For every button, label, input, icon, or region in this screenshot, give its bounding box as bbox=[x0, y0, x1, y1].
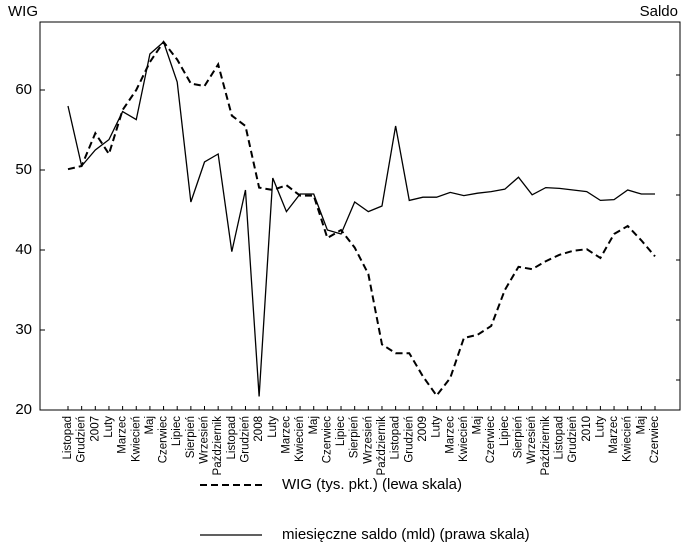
x-tick-label: Listopad bbox=[226, 416, 238, 459]
y-tick-label: 40 bbox=[15, 241, 32, 258]
legend-label: miesięczne saldo (mld) (prawa skala) bbox=[282, 526, 530, 543]
x-tick-label: Październik bbox=[212, 416, 224, 476]
x-tick-label: Maj bbox=[472, 416, 484, 435]
x-tick-label: Maj bbox=[635, 416, 647, 435]
x-tick-label: Luty bbox=[594, 416, 606, 438]
x-tick-label: Listopad bbox=[62, 416, 74, 459]
x-tick-label: Maj bbox=[144, 416, 156, 435]
x-tick-label: Sierpień bbox=[185, 416, 197, 458]
x-tick-label: Maj bbox=[308, 416, 320, 435]
x-tick-label: Kwiecień bbox=[622, 416, 634, 462]
y-tick-label: 20 bbox=[15, 401, 32, 418]
x-tick-label: 2009 bbox=[417, 416, 429, 442]
legend-label: WIG (tys. pkt.) (lewa skala) bbox=[282, 476, 462, 493]
right-axis-ticks bbox=[676, 74, 680, 381]
y-axis-label: WIG bbox=[8, 3, 38, 20]
y2-axis-label: Saldo bbox=[640, 3, 678, 20]
x-tick-label: Wrzesień bbox=[362, 416, 374, 464]
x-tick-label: Wrzesień bbox=[526, 416, 538, 464]
x-tick-label: Grudzień bbox=[76, 416, 88, 463]
y-tick-label: 30 bbox=[15, 321, 32, 338]
x-tick-label: Marzec bbox=[280, 416, 292, 454]
x-tick-label: Luty bbox=[431, 416, 443, 438]
x-tick-label: Październik bbox=[540, 416, 552, 476]
x-tick-label: Lipiec bbox=[171, 416, 183, 446]
series-line bbox=[67, 40, 656, 398]
x-tick-label: Czerwiec bbox=[649, 416, 661, 464]
x-tick-label: 2008 bbox=[253, 416, 265, 442]
x-tick-label: Lipiec bbox=[499, 416, 511, 446]
x-tick-label: 2010 bbox=[581, 416, 593, 442]
x-tick-label: Marzec bbox=[608, 416, 620, 454]
y-tick-label: 60 bbox=[15, 81, 32, 98]
x-tick-label: Październik bbox=[376, 416, 388, 476]
x-tick-label: Luty bbox=[267, 416, 279, 438]
x-tick-label: Listopad bbox=[390, 416, 402, 459]
x-tick-label: 2007 bbox=[89, 416, 101, 442]
x-tick-label: Marzec bbox=[444, 416, 456, 454]
x-tick-label: Sierpień bbox=[349, 416, 361, 458]
x-tick-label: Listopad bbox=[553, 416, 565, 459]
x-tick-label: Czerwiec bbox=[485, 416, 497, 464]
x-tick-label: Kwiecień bbox=[458, 416, 470, 462]
y-tick-label: 50 bbox=[15, 161, 32, 178]
x-tick-label: Marzec bbox=[117, 416, 129, 454]
x-tick-label: Sierpień bbox=[513, 416, 525, 458]
x-tick-label: Grudzień bbox=[239, 416, 251, 463]
x-tick-label: Grudzień bbox=[403, 416, 415, 463]
x-tick-label: Lipiec bbox=[335, 416, 347, 446]
series-line bbox=[67, 40, 655, 397]
x-tick-label: Kwiecień bbox=[130, 416, 142, 462]
x-tick-label: Czerwiec bbox=[158, 416, 170, 464]
x-tick-label: Czerwiec bbox=[321, 416, 333, 464]
x-tick-label: Luty bbox=[103, 416, 115, 438]
plot-frame bbox=[39, 21, 681, 411]
x-tick-label: Grudzień bbox=[567, 416, 579, 463]
x-tick-label: Wrzesień bbox=[199, 416, 211, 464]
x-tick-label: Kwiecień bbox=[294, 416, 306, 462]
